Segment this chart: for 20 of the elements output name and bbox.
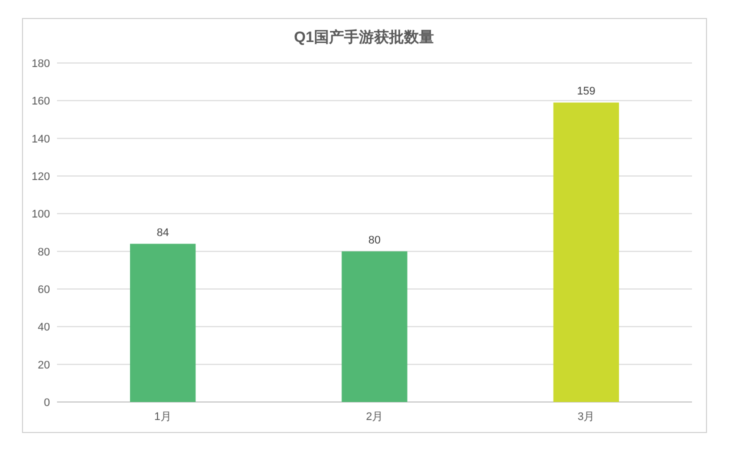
y-tick-label: 140 [32,133,50,146]
y-tick-label: 40 [38,322,50,334]
data-label: 84 [156,226,169,239]
y-tick-label: 120 [32,171,50,183]
y-tick-label: 100 [32,208,50,221]
x-tick-label: 1月 [154,411,172,423]
y-tick-label: 0 [44,397,50,409]
y-tick-label: 160 [32,96,50,108]
x-tick-label: 3月 [578,411,595,423]
x-tick-label: 2月 [366,411,384,423]
y-tick-label: 80 [38,246,50,258]
y-tick-label: 60 [38,284,50,296]
data-label: 159 [576,86,596,98]
y-tick-label: 180 [32,58,50,70]
bar [130,244,196,402]
bar [342,251,408,402]
data-label: 80 [368,234,381,246]
bar [553,102,619,402]
chart-title: Q1国产手游获批数量 [294,29,434,46]
y-tick-label: 20 [38,359,50,372]
